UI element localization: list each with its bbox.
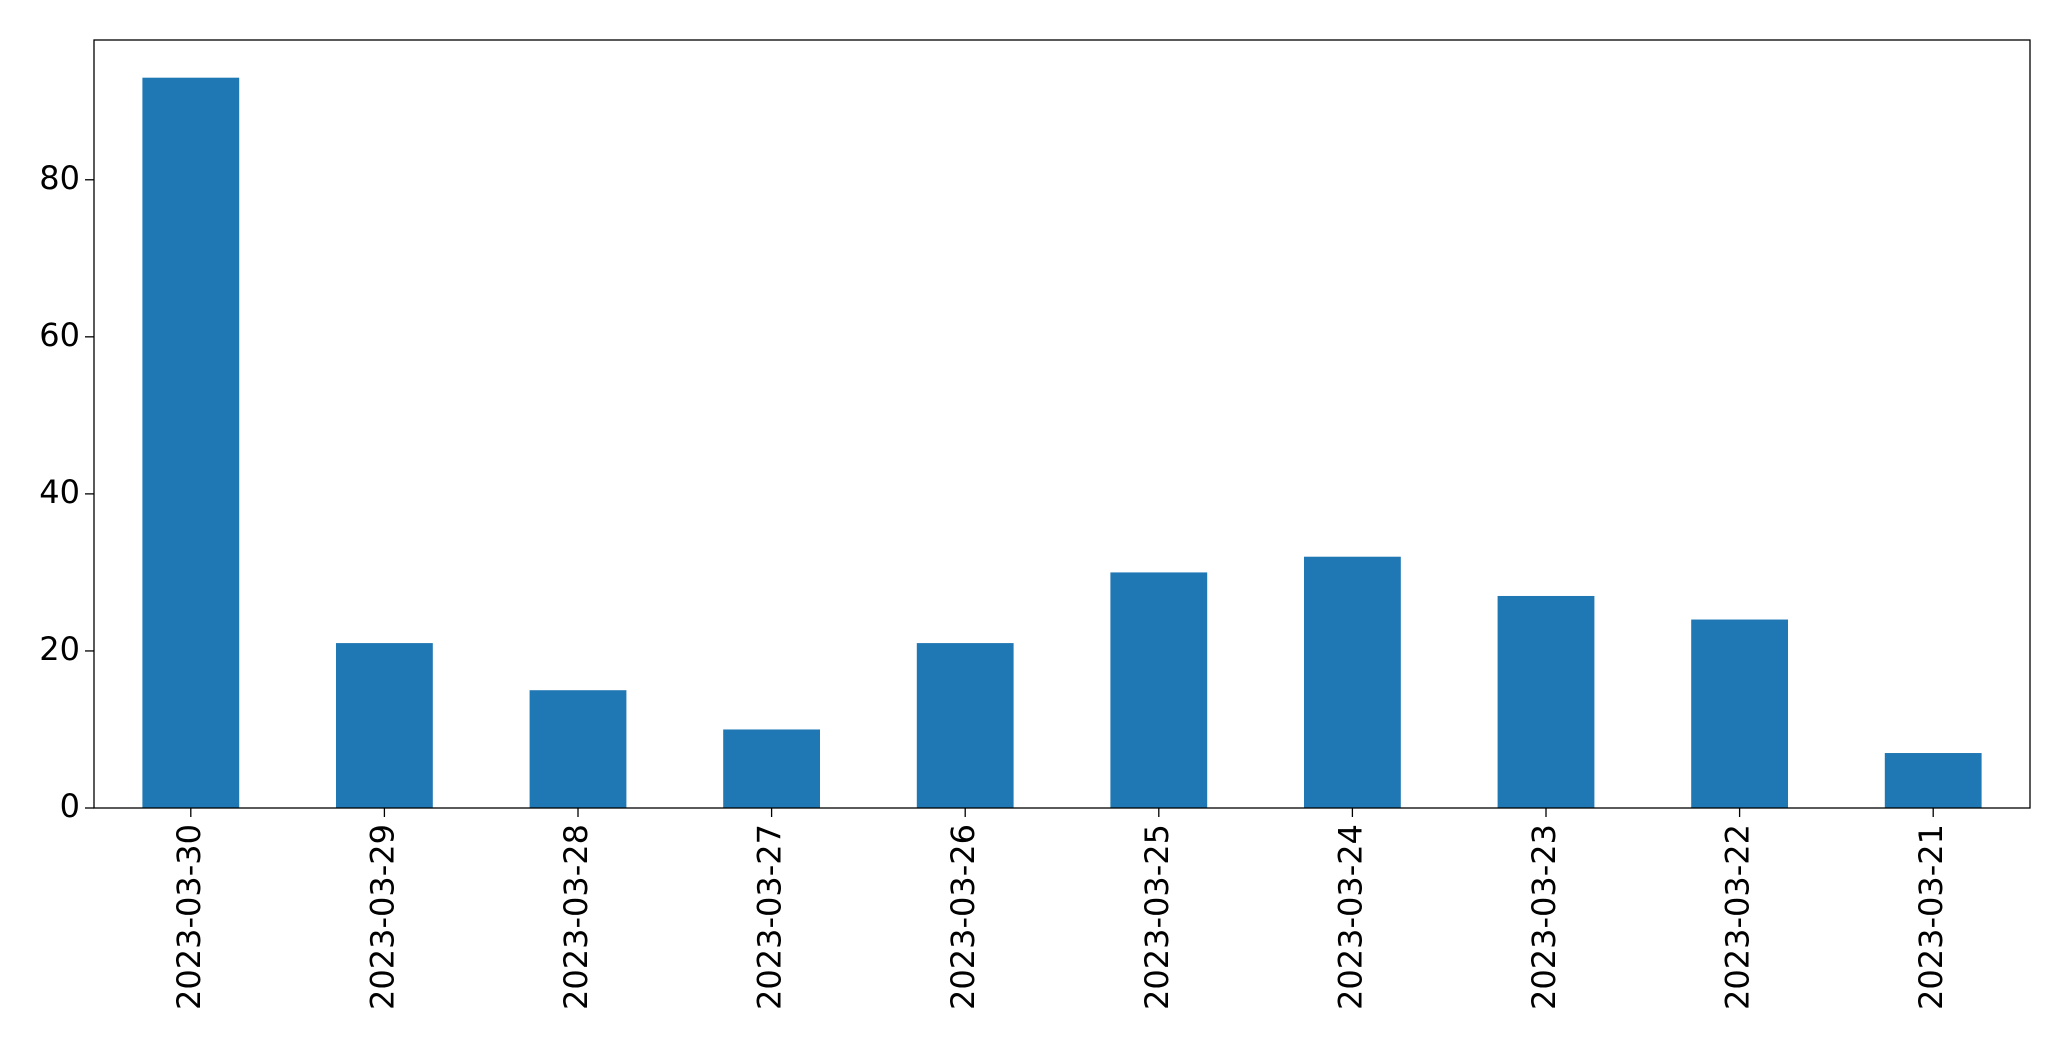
bar <box>529 690 627 808</box>
bar <box>1110 572 1208 808</box>
x-tick-label: 2023-03-30 <box>170 824 208 1010</box>
y-tick-label: 80 <box>39 159 80 197</box>
x-tick-label: 2023-03-27 <box>751 824 789 1010</box>
x-tick-label: 2023-03-23 <box>1525 824 1563 1010</box>
bar <box>1304 556 1401 808</box>
bar <box>1884 753 1982 808</box>
x-tick-label: 2023-03-28 <box>557 824 595 1010</box>
x-tick-label: 2023-03-24 <box>1331 824 1369 1010</box>
bar <box>1497 595 1595 808</box>
y-tick-label: 0 <box>60 787 80 825</box>
plot-frame <box>93 39 2031 809</box>
bar <box>723 729 820 808</box>
y-tick-label: 60 <box>39 316 80 354</box>
y-tick-label: 20 <box>39 630 80 668</box>
x-tick-label: 2023-03-21 <box>1912 824 1950 1010</box>
x-tick-label: 2023-03-29 <box>363 824 401 1010</box>
x-tick-label: 2023-03-26 <box>944 824 982 1010</box>
bar <box>916 643 1014 808</box>
x-tick-label: 2023-03-25 <box>1138 824 1176 1010</box>
bar <box>336 643 433 808</box>
bar <box>142 77 240 809</box>
x-tick-label: 2023-03-22 <box>1719 824 1757 1010</box>
y-tick-label: 40 <box>39 473 80 511</box>
bar <box>1691 619 1788 808</box>
